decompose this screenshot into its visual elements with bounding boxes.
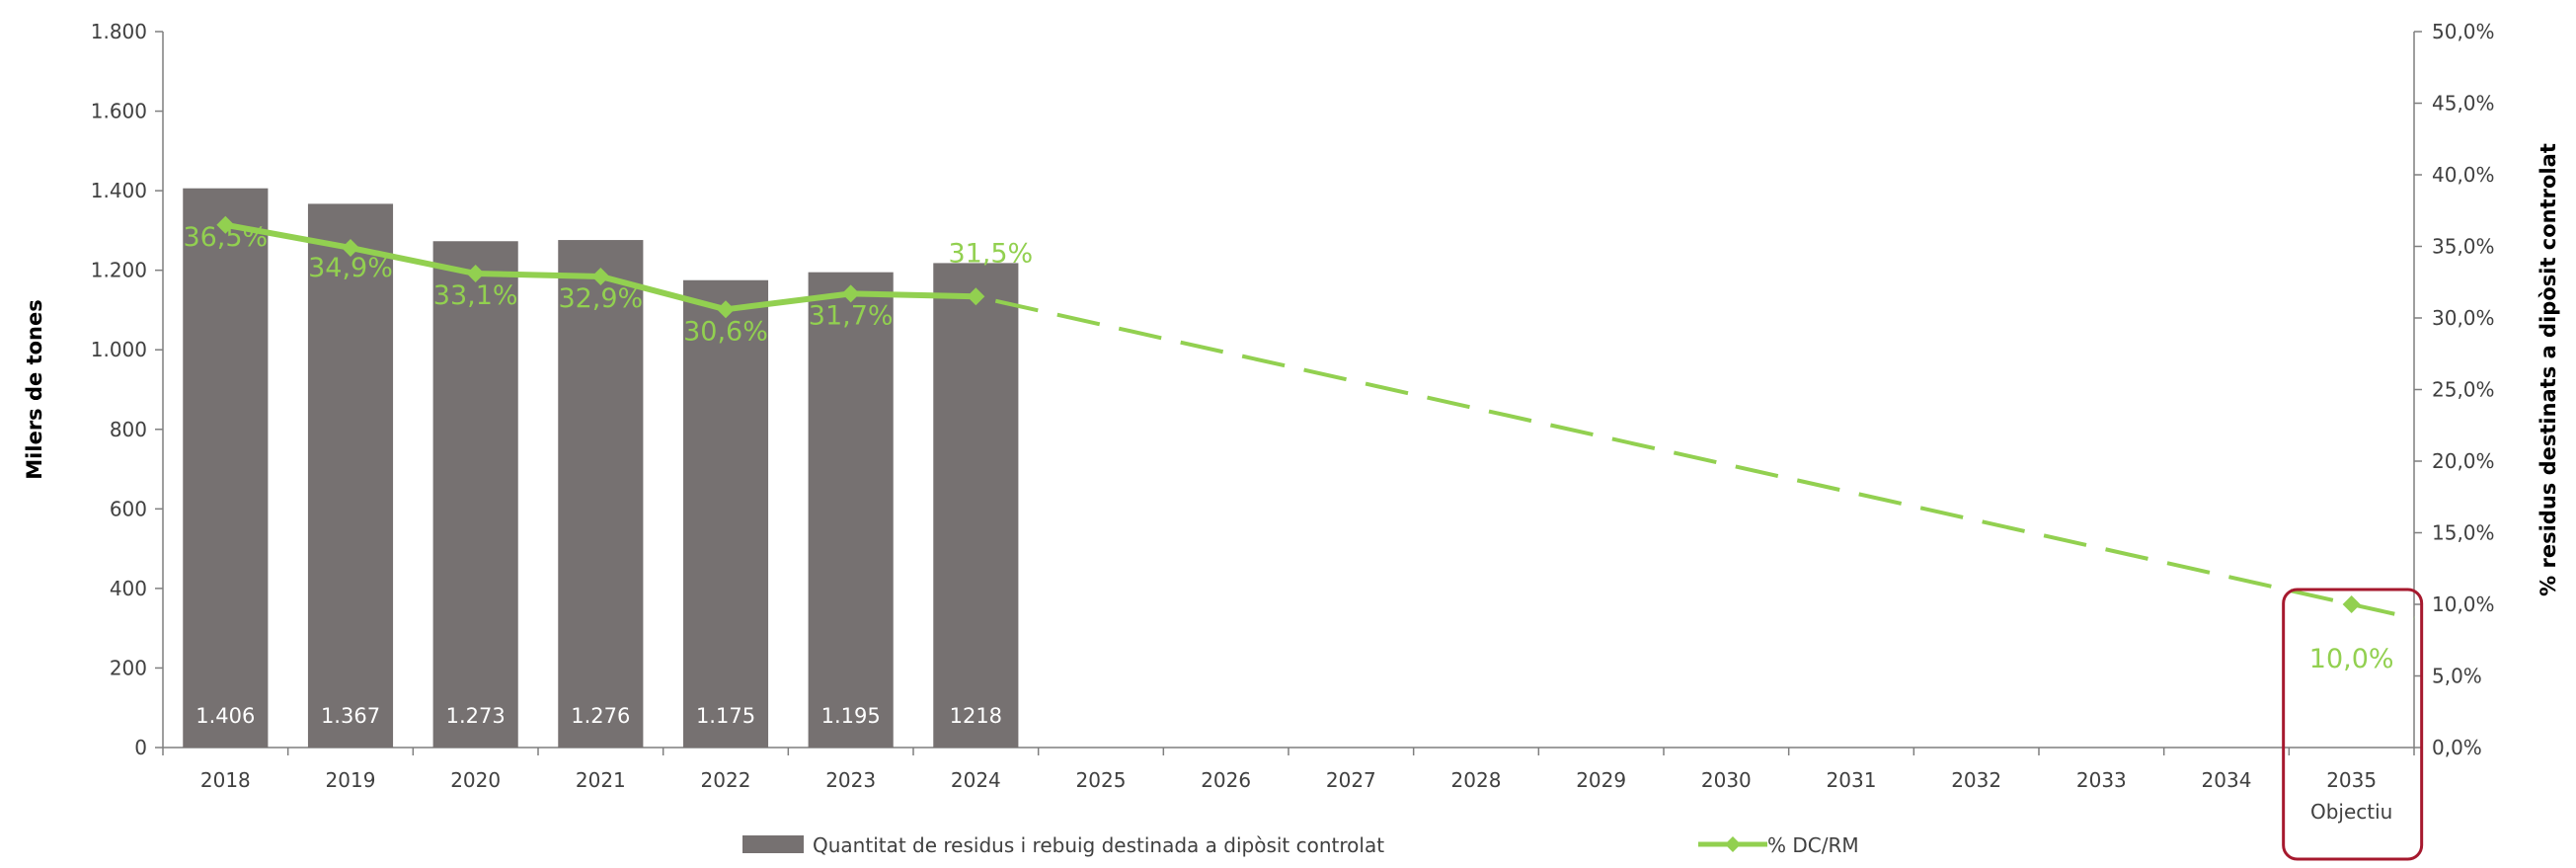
line-point-marker xyxy=(967,287,985,306)
bar-data-label: 1.195 xyxy=(821,704,881,728)
legend-swatch-marker xyxy=(1725,836,1741,852)
x-tick-label: 2029 xyxy=(1576,768,1626,792)
bar-data-label: 1.276 xyxy=(571,704,630,728)
line-data-label: 31,5% xyxy=(948,238,1033,269)
y-right-tick-label: 0,0% xyxy=(2432,736,2482,759)
line-data-label: 30,6% xyxy=(683,316,768,347)
x-tick-label: 2025 xyxy=(1076,768,1127,792)
legend-label-line: % DC/RM xyxy=(1767,833,1859,857)
x-tick-label: 2027 xyxy=(1326,768,1376,792)
x-tick-label: 2018 xyxy=(200,768,251,792)
y-right-tick-label: 30,0% xyxy=(2432,306,2495,330)
y-right-tick-label: 20,0% xyxy=(2432,449,2495,473)
line-point-marker xyxy=(2342,595,2361,613)
x-tick-label: 2024 xyxy=(951,768,1001,792)
y-left-tick-label: 800 xyxy=(110,418,147,441)
x-tick-label: 2026 xyxy=(1201,768,1251,792)
line-point-marker xyxy=(717,300,735,319)
y-right-axis-title: % residus destinats a dipòsit controlat xyxy=(2537,143,2560,596)
y-left-tick-label: 200 xyxy=(110,656,147,679)
y-left-tick-label: 1.800 xyxy=(91,20,147,43)
y-right-tick-label: 10,0% xyxy=(2432,592,2495,616)
x-tick-label: 2023 xyxy=(825,768,876,792)
line-data-label: 34,9% xyxy=(308,253,393,283)
y-left-axis-title: Milers de tones xyxy=(23,299,46,479)
x-tick-label: 2031 xyxy=(1827,768,1877,792)
bar-data-label: 1.175 xyxy=(696,704,755,728)
legend-swatch-bars xyxy=(742,835,804,853)
x-tick-label: 2022 xyxy=(701,768,751,792)
y-right-tick-label: 15,0% xyxy=(2432,521,2495,545)
y-right-tick-label: 45,0% xyxy=(2432,92,2495,116)
bar xyxy=(307,203,394,748)
y-right-tick-label: 25,0% xyxy=(2432,378,2495,402)
y-left-tick-label: 400 xyxy=(110,577,147,600)
y-right-tick-label: 35,0% xyxy=(2432,235,2495,259)
line-point-marker xyxy=(216,215,235,234)
bar xyxy=(558,240,644,749)
y-right-tick-label: 50,0% xyxy=(2432,20,2495,43)
bar-data-label: 1.367 xyxy=(321,704,380,728)
line-point-marker xyxy=(841,284,860,303)
x-tick-label: 2020 xyxy=(450,768,501,792)
x-tick-label: 2030 xyxy=(1701,768,1752,792)
bar xyxy=(808,272,894,748)
bar-data-label: 1.406 xyxy=(195,704,255,728)
y-left-tick-label: 1.600 xyxy=(91,100,147,123)
y-left-tick-label: 0 xyxy=(134,736,147,759)
x-tick-label: 2034 xyxy=(2202,768,2252,792)
line-point-marker xyxy=(466,265,485,283)
x-tick-label: 2021 xyxy=(576,768,626,792)
line-point-marker xyxy=(342,238,359,257)
x-tick-label: 2033 xyxy=(2076,768,2127,792)
y-right-tick-label: 5,0% xyxy=(2432,665,2482,688)
y-right-tick-label: 40,0% xyxy=(2432,163,2495,187)
y-left-tick-label: 1.200 xyxy=(91,259,147,282)
x-tick-label: 2028 xyxy=(1451,768,1502,792)
bar xyxy=(183,188,269,748)
legend-label-bars: Quantitat de residus i rebuig destinada … xyxy=(813,833,1384,857)
y-left-tick-label: 1.400 xyxy=(91,179,147,202)
line-data-label: 33,1% xyxy=(433,280,518,311)
x-tick-label: 2032 xyxy=(1951,768,2001,792)
objective-highlight-box xyxy=(2282,588,2424,861)
x-tick-label: 2019 xyxy=(326,768,376,792)
line-point-marker xyxy=(591,267,610,285)
y-left-tick-label: 1.000 xyxy=(91,338,147,361)
line-data-label: 10,0% xyxy=(2309,644,2394,674)
y-left-tick-label: 600 xyxy=(110,497,147,520)
bar-data-label: 1.273 xyxy=(446,704,506,728)
bar xyxy=(933,263,1019,748)
bar-data-label: 1218 xyxy=(950,704,1002,728)
line-data-label: 36,5% xyxy=(183,222,268,253)
line-data-label: 32,9% xyxy=(558,283,643,314)
projection-line xyxy=(994,298,2415,621)
bar xyxy=(432,241,518,748)
bar xyxy=(682,279,769,748)
line-data-label: 31,7% xyxy=(809,300,894,331)
x-tick-label: 2035 xyxy=(2326,768,2377,792)
x-tick-sublabel: Objectiu xyxy=(2310,800,2392,824)
